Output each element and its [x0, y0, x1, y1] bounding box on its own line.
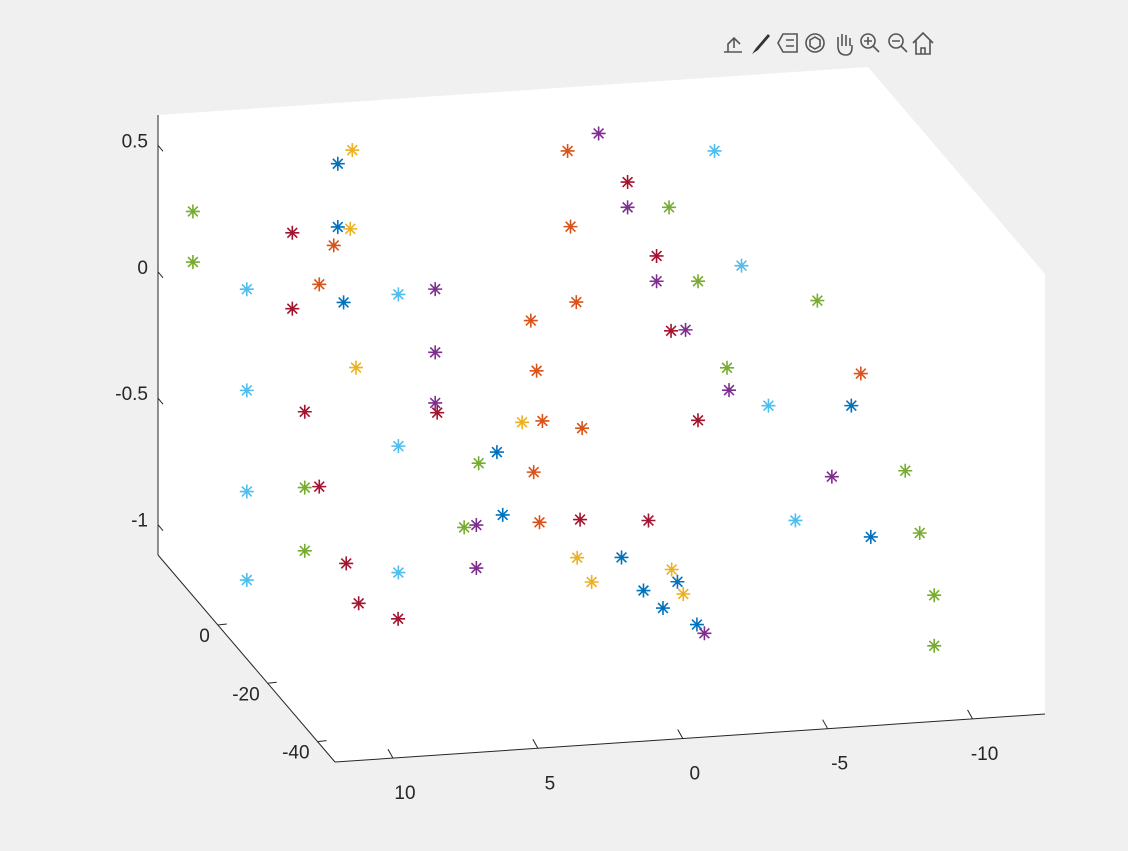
point — [327, 238, 341, 252]
axes: -10 -5 0 5 10 -40 -20 0 -1 -0.5 0 0.5 — [115, 67, 1045, 804]
point — [285, 302, 299, 316]
z-tick-label: -0.5 — [115, 384, 148, 405]
x-tick-label: 0 — [689, 764, 700, 785]
point — [428, 345, 442, 359]
z-tick-label: -1 — [131, 511, 148, 532]
point — [343, 222, 357, 236]
x-tick-label: -5 — [831, 754, 848, 775]
y-tick-label: -40 — [282, 743, 309, 764]
point — [345, 143, 359, 157]
point — [391, 439, 405, 453]
x-tick-label: 5 — [545, 773, 556, 794]
point — [285, 226, 299, 240]
point — [240, 282, 254, 296]
point — [240, 485, 254, 499]
point — [490, 445, 504, 459]
x-tick-label: -10 — [971, 744, 998, 765]
point — [186, 204, 200, 218]
figure: -10 -5 0 5 10 -40 -20 0 -1 -0.5 0 0.5 — [0, 0, 1128, 851]
z-tick-label: 0 — [137, 258, 148, 279]
x-tick-label: 10 — [394, 783, 415, 804]
z-tick-label: 0.5 — [122, 131, 148, 152]
y-tick-label: -20 — [232, 684, 259, 705]
y-tick-label: 0 — [199, 626, 210, 647]
point — [428, 396, 442, 410]
point — [186, 255, 200, 269]
axes-background — [158, 67, 1045, 762]
